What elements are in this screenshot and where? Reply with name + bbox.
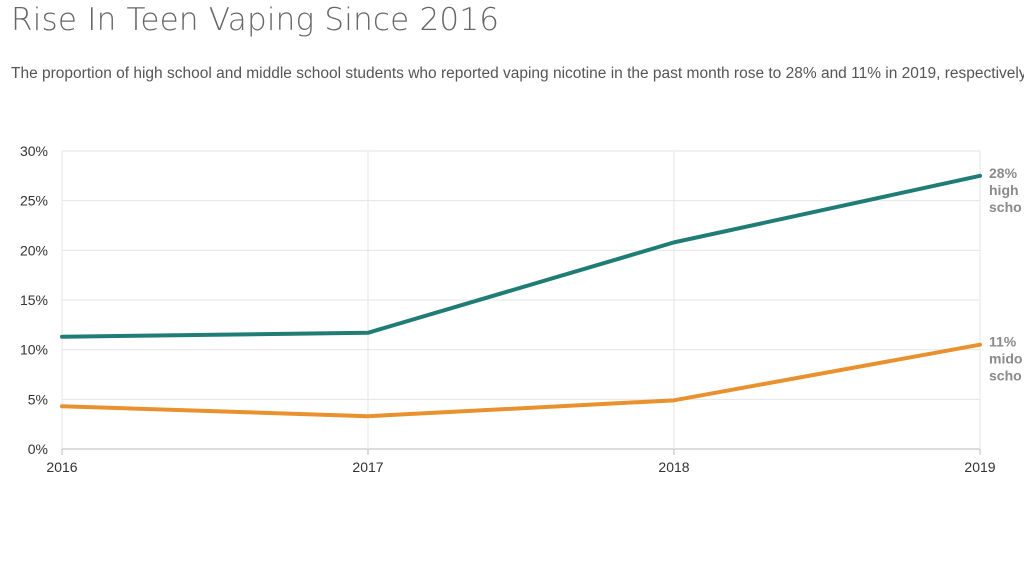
series-end-label-high-school: high xyxy=(989,182,1019,198)
y-tick-label: 5% xyxy=(28,391,48,407)
y-tick-label: 20% xyxy=(20,242,48,258)
x-tick-label: 2017 xyxy=(352,459,383,475)
series-line-middle-school xyxy=(60,342,982,419)
chart-subtitle: The proportion of high school and middle… xyxy=(11,65,1024,82)
y-tick-label: 30% xyxy=(20,143,48,159)
y-tick-label: 15% xyxy=(20,292,48,308)
y-tick-label: 10% xyxy=(20,342,48,358)
x-tick-label: 2019 xyxy=(964,459,995,475)
x-tick-label: 2018 xyxy=(658,459,689,475)
series-end-label-middle-school: mido xyxy=(989,351,1022,367)
y-tick-label: 0% xyxy=(28,441,48,457)
chart-title: Rise In Teen Vaping Since 2016 xyxy=(11,2,500,38)
series-end-label-high-school: scho xyxy=(989,199,1022,215)
series-end-label-high-school: 28% xyxy=(989,165,1018,181)
series-end-label-middle-school: 11% xyxy=(989,334,1017,350)
series-end-label-middle-school: scho xyxy=(989,368,1022,384)
y-tick-label: 25% xyxy=(20,193,48,209)
x-tick-label: 2016 xyxy=(46,459,77,475)
series-line-high-school xyxy=(60,173,982,339)
